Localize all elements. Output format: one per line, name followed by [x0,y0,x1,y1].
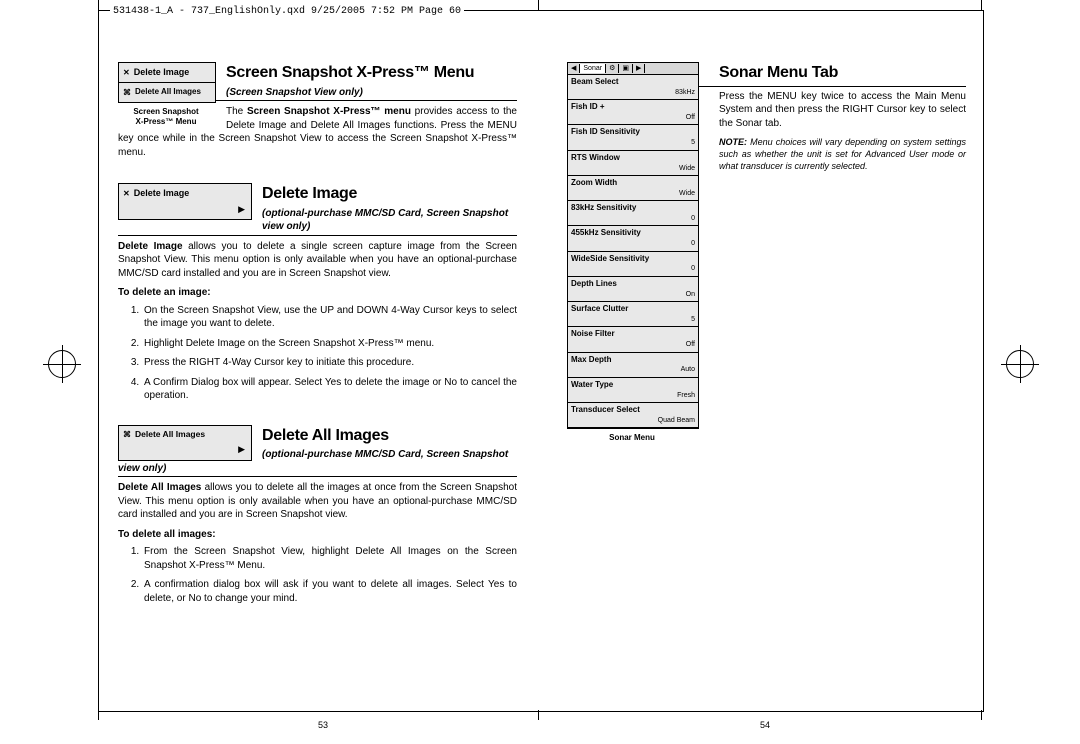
sonar-menu-item: Water TypeFresh [568,378,698,403]
sonar-menu-item: Beam Select83kHz [568,75,698,100]
page-number: 53 [318,720,328,730]
section-screen-snapshot-menu: Delete Image Delete All Images Screen Sn… [118,62,517,165]
menu-item: Delete Image [134,187,190,199]
body-text: Delete All Images allows you to delete a… [118,481,517,522]
sonar-menu-item: Transducer SelectQuad Beam [568,403,698,428]
arrow-icon [238,204,245,215]
sonar-menu-item: Noise FilterOff [568,327,698,352]
list-item: From the Screen Snapshot View, highlight… [142,545,517,572]
list-item: A confirmation dialog box will ask if yo… [142,578,517,605]
figure-snapshot-menu: Delete Image Delete All Images [118,62,216,103]
crop-mark [98,0,99,10]
page-number: 54 [760,720,770,730]
sonar-menu-item: Surface Clutter5 [568,302,698,327]
registration-mark [48,350,76,378]
tab-row: ◀Sonar⚙▣▶ [568,63,698,75]
menu-item: Delete Image [134,66,190,78]
x-icon [123,66,130,79]
sonar-menu-item: RTS WindowWide [568,151,698,176]
menu-item: Delete All Images [135,429,205,440]
list-item: On the Screen Snapshot View, use the UP … [142,304,517,331]
sonar-menu-item: Depth LinesOn [568,277,698,302]
arrow-icon [238,444,245,455]
sonar-menu-item: 83kHz Sensitivity0 [568,201,698,226]
multi-icon [123,86,131,99]
sonar-menu-item: WideSide Sensitivity0 [568,252,698,277]
instruction-title: To delete an image: [118,286,517,300]
instruction-list: On the Screen Snapshot View, use the UP … [142,304,517,403]
content-area: Delete Image Delete All Images Screen Sn… [118,62,966,682]
sonar-menu-item: Fish ID Sensitivity5 [568,125,698,150]
doc-header: 531438-1_A - 737_EnglishOnly.qxd 9/25/20… [110,6,464,17]
multi-icon [123,429,131,441]
instruction-list: From the Screen Snapshot View, highlight… [142,545,517,605]
crop-mark [538,0,539,10]
section-delete-all-images: Delete All Images Delete All Images (opt… [118,425,517,482]
page-54: ◀Sonar⚙▣▶ Beam Select83kHzFish ID +OffFi… [567,62,966,682]
sonar-menu-item: Fish ID +Off [568,100,698,125]
crop-mark [98,710,99,720]
list-item: A Confirm Dialog box will appear. Select… [142,376,517,403]
x-icon [123,187,130,200]
sonar-menu-item: 455kHz Sensitivity0 [568,226,698,251]
section-sonar-menu-tab: ◀Sonar⚙▣▶ Beam Select83kHzFish ID +OffFi… [567,62,966,444]
page-53: Delete Image Delete All Images Screen Sn… [118,62,517,682]
registration-mark [1006,350,1034,378]
body-text: Delete Image allows you to delete a sing… [118,240,517,281]
list-item: Press the RIGHT 4-Way Cursor key to init… [142,356,517,370]
sonar-menu-item: Max DepthAuto [568,353,698,378]
figure-delete-all: Delete All Images [118,425,252,461]
section-delete-image: Delete Image Delete Image (optional-purc… [118,183,517,240]
crop-mark [981,0,982,10]
figure-sonar-menu: ◀Sonar⚙▣▶ Beam Select83kHzFish ID +OffFi… [567,62,699,429]
sonar-menu-item: Zoom WidthWide [568,176,698,201]
instruction-title: To delete all images: [118,528,517,542]
crop-mark [981,710,982,720]
figure-delete-image: Delete Image [118,183,252,220]
menu-item: Delete All Images [135,87,201,98]
list-item: Highlight Delete Image on the Screen Sna… [142,337,517,351]
crop-mark [538,710,539,720]
